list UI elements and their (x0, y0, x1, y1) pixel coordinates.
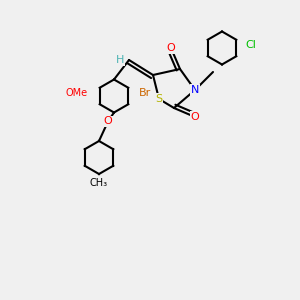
Text: O: O (190, 112, 200, 122)
Text: N: N (191, 85, 199, 95)
Text: S: S (155, 94, 163, 104)
Text: O: O (167, 43, 176, 53)
Text: CH₃: CH₃ (90, 178, 108, 188)
Text: O: O (103, 116, 112, 127)
Text: H: H (116, 55, 124, 65)
Text: Br: Br (140, 88, 152, 98)
Text: Cl: Cl (245, 40, 256, 50)
Text: OMe: OMe (65, 88, 88, 98)
